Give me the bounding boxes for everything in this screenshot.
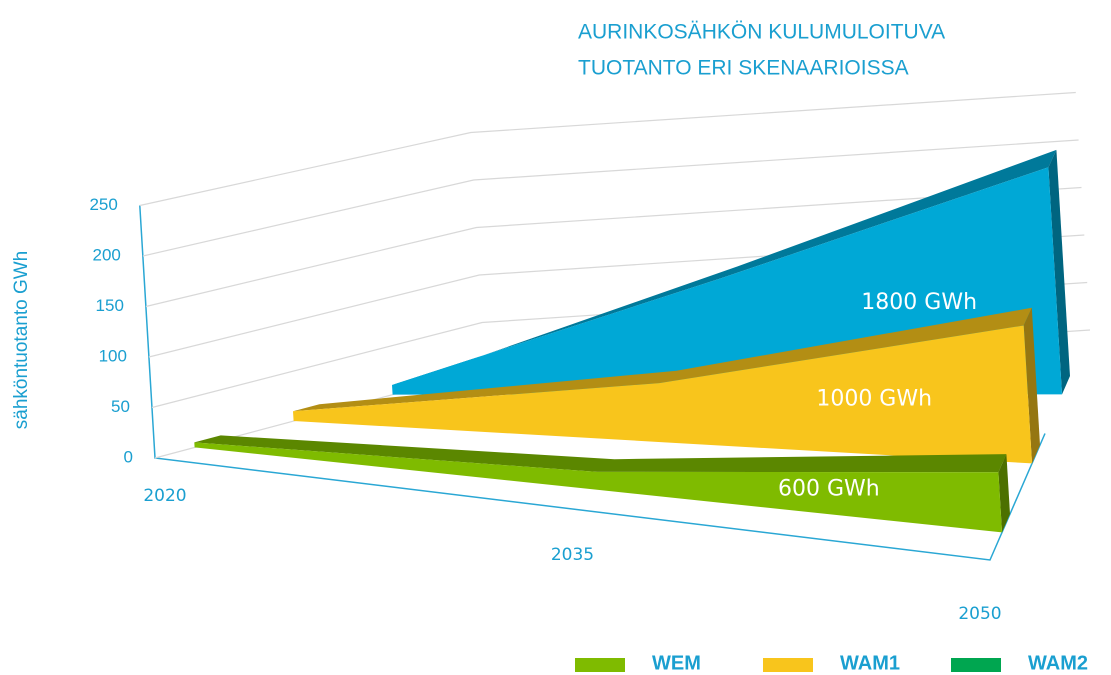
legend-label: WAM2 — [1028, 652, 1088, 674]
area — [293, 325, 1032, 464]
area-side — [1023, 307, 1040, 464]
y-tick-label: 50 — [111, 397, 130, 416]
x-tick-label: 2035 — [551, 545, 594, 565]
y-axis-label: sähköntuotanto GWh — [11, 251, 32, 430]
annotation: 600 GWh — [778, 476, 880, 501]
y-tick-label: 250 — [89, 195, 117, 214]
y-tick-label: 100 — [99, 346, 127, 365]
area-side — [998, 454, 1010, 533]
grid-line — [139, 91, 1076, 207]
chart-title: TUOTANTO ERI SKENAARIOISSA — [578, 57, 909, 80]
area-top — [293, 307, 1032, 412]
legend-swatch — [763, 658, 813, 672]
axis-line — [139, 205, 1046, 561]
annotation: 1000 GWh — [816, 387, 932, 412]
x-tick-label: 2020 — [143, 486, 186, 506]
y-tick-label: 200 — [93, 245, 121, 264]
legend-swatch — [575, 658, 625, 672]
legend-label: WEM — [652, 652, 701, 674]
y-tick-label: 150 — [96, 296, 124, 315]
area — [194, 442, 1003, 533]
annotation: 1800 GWh — [861, 290, 977, 315]
y-tick-label: 0 — [124, 447, 133, 466]
legend-label: WAM1 — [840, 652, 900, 674]
area-side — [1048, 149, 1070, 395]
chart-title: AURINKOSÄHKÖN KULUMULOITUVA — [578, 21, 945, 44]
area-top — [194, 435, 1007, 473]
legend-swatch — [951, 658, 1001, 672]
x-tick-label: 2050 — [958, 604, 1001, 624]
grid-line — [142, 139, 1079, 257]
grid-line — [145, 186, 1082, 308]
